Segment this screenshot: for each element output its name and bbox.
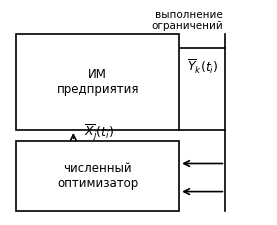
Bar [16,34,179,130]
Bar [16,141,179,211]
Text: ИМ
предприятия: ИМ предприятия [57,68,139,96]
Text: $\overline{X}_j(t_i)$: $\overline{X}_j(t_i)$ [84,123,115,143]
Text: выполнение
ограничений: выполнение ограничений [151,10,223,31]
Text: численный
оптимизатор: численный оптимизатор [57,162,138,190]
Text: $\overline{Y}_k(t_i)$: $\overline{Y}_k(t_i)$ [186,58,218,76]
